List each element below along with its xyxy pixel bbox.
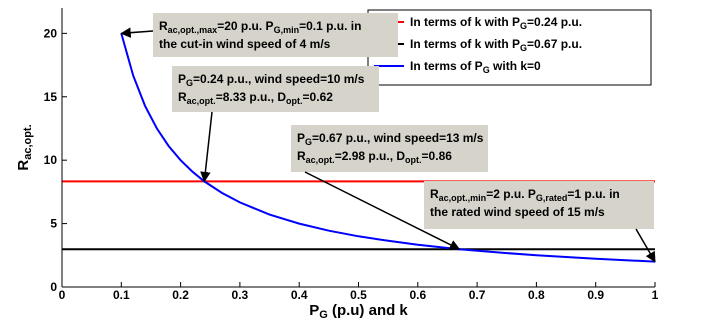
x-tick-label: 0.1: [113, 288, 130, 302]
x-tick-label: 0.3: [232, 288, 249, 302]
annotation-text-run: =0.24 p.u.: [527, 15, 582, 29]
annotation-line: PG=0.24 p.u., wind speed=10 m/s: [178, 72, 365, 88]
legend-label-3: In terms of PG with k=0: [410, 59, 541, 75]
subscript-text: ac,opt.,min: [439, 193, 487, 203]
x-tick-label: 0.9: [587, 288, 604, 302]
x-tick-label: 0.8: [528, 288, 545, 302]
x-tick-label: 0.4: [291, 288, 308, 302]
legend-label-1: In terms of k with PG=0.24 p.u.: [410, 15, 582, 31]
annotation-box: [424, 181, 654, 229]
annotation-line: Rac,opt.,min=2 p.u. PG,rated=1 p.u. in: [430, 187, 620, 203]
annotation-arrow: [200, 111, 213, 183]
annotation-text-run: (p.u) and k: [328, 302, 409, 319]
legend-label-2: In terms of k with PG=0.67 p.u.: [410, 37, 582, 53]
annotation-text-run: In terms of P: [410, 59, 483, 73]
annotation-text-run: =8.33 p.u., D: [216, 90, 287, 104]
annotation-box: [291, 125, 488, 172]
annotation-text-run: =0.67 p.u., wind speed=13 m/s: [312, 131, 484, 145]
annotation-min: Rac,opt.,min=2 p.u. PG,rated=1 p.u. in th…: [424, 181, 656, 263]
subscript-text: ac,opt.: [187, 96, 216, 106]
annotation-box: [153, 13, 398, 57]
x-tick-label: 0: [59, 288, 66, 302]
annotation-text-run: P: [297, 131, 305, 145]
x-tick-label: 0.7: [469, 288, 486, 302]
subscript-text: opt.: [405, 155, 422, 165]
annotation-line: the cut-in wind speed of 4 m/s: [159, 37, 331, 51]
series-line-3: [120, 33, 656, 263]
subscript-text: G,min: [274, 25, 300, 35]
annotation-text-run: =1 p.u. in: [567, 187, 619, 201]
y-tick-label: 5: [50, 217, 57, 231]
annotation-text-run: In terms of k with P: [410, 37, 520, 51]
subscript-text: G: [520, 21, 527, 31]
annotation-text-run: the rated wind speed of 15 m/s: [430, 205, 605, 219]
subscript-text: G: [305, 137, 312, 147]
annotation-text-run: =2.98 p.u., D: [335, 149, 406, 163]
annotation-text-run: =0.67 p.u.: [527, 37, 582, 51]
annotation-text-run: R: [15, 160, 32, 171]
annotation-arrow: [635, 228, 656, 263]
annotation-line: Rac,opt.=8.33 p.u., Dopt.=0.62: [178, 90, 333, 106]
y-tick-label: 10: [44, 153, 58, 167]
annotation-text-run: =0.86: [422, 149, 453, 163]
y-tick-label: 15: [44, 90, 58, 104]
subscript-text: ac,opt.,max: [168, 25, 218, 35]
subscript-text: G: [483, 65, 490, 75]
annotation-line: the rated wind speed of 15 m/s: [430, 205, 605, 219]
x-tick-label: 0.5: [350, 288, 367, 302]
annotation-text-run: R: [430, 187, 439, 201]
annotation-arrow: [120, 27, 154, 38]
y-tick-label: 0: [50, 280, 57, 294]
annotation-text-run: R: [159, 19, 168, 33]
x-tick-label: 0.2: [172, 288, 189, 302]
annotation-text-run: =2 p.u. P: [486, 187, 536, 201]
annotation-line: Rac,opt.=2.98 p.u., Dopt.=0.86: [297, 149, 452, 165]
x-tick-label: 1: [652, 288, 659, 302]
x-tick-label: 0.6: [409, 288, 426, 302]
annotation-text-run: =20 p.u. P: [217, 19, 273, 33]
subscript-text: G,rated: [536, 193, 568, 203]
annotation-text-run: =0.62: [303, 90, 334, 104]
annotation-text-run: P: [309, 302, 319, 319]
annotation-text-run: with k=0: [490, 59, 541, 73]
annotation-arrow: [304, 171, 461, 250]
annotation-text-run: R: [178, 90, 187, 104]
annotation-pg067: PG=0.67 p.u., wind speed=13 m/sRac,opt.=…: [291, 125, 488, 250]
subscript-text: G: [319, 309, 328, 321]
annotation-text-run: P: [178, 72, 186, 86]
annotation-text-run: the cut-in wind speed of 4 m/s: [159, 37, 331, 51]
subscript-text: opt.: [286, 96, 303, 106]
annotation-pg024: PG=0.24 p.u., wind speed=10 m/sRac,opt.=…: [172, 66, 379, 183]
subscript-text: ac,opt.: [306, 155, 335, 165]
y-tick-label: 20: [44, 26, 58, 40]
annotation-max: Rac,opt.,max=20 p.u. PG,min=0.1 p.u. in t…: [120, 13, 398, 57]
annotation-box: [172, 66, 379, 112]
annotation-line: PG=0.67 p.u., wind speed=13 m/s: [297, 131, 484, 147]
subscript-text: G: [186, 78, 193, 88]
annotation-text-run: =0.1 p.u. in: [299, 19, 361, 33]
y-axis-label: Rac,opt.: [15, 124, 34, 170]
annotation-text-run: In terms of k with P: [410, 15, 520, 29]
subscript-text: ac,opt.: [22, 124, 34, 159]
annotation-line: Rac,opt.,max=20 p.u. PG,min=0.1 p.u. in: [159, 19, 361, 35]
x-axis-label: PG (p.u) and k: [309, 302, 408, 321]
annotation-text-run: R: [297, 149, 306, 163]
legend-box: [367, 9, 652, 86]
annotation-text-run: =0.24 p.u., wind speed=10 m/s: [193, 72, 365, 86]
subscript-text: G: [520, 43, 527, 53]
